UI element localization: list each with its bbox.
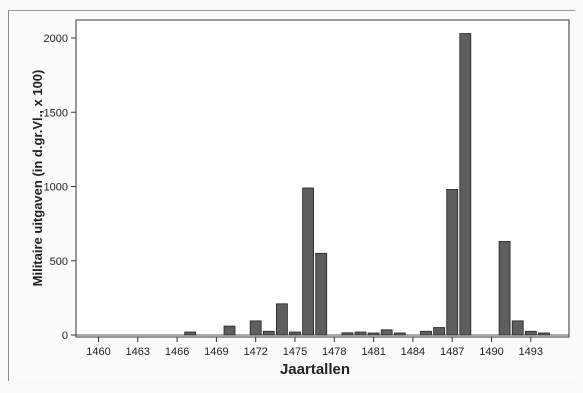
x-tick-label: 1478 <box>322 346 346 358</box>
bar-1480 <box>354 331 367 336</box>
x-tick-label: 1469 <box>204 346 228 358</box>
y-tick-label: 500 <box>50 256 68 268</box>
bar-1479 <box>341 332 354 336</box>
bar-1476 <box>302 187 315 336</box>
y-tick-label: 0 <box>62 330 68 342</box>
bar-1485 <box>420 330 432 336</box>
bar-1477 <box>315 252 328 336</box>
y-axis-title: Militaire uitgaven (in d.gr.Vl., x 100) <box>30 70 45 287</box>
y-axis: 0 500 1000 1500 2000 <box>44 33 76 342</box>
bar-1481 <box>367 332 380 336</box>
x-tick-label: 1463 <box>126 346 150 358</box>
bar-1493 <box>524 330 537 336</box>
y-tick-label: 2000 <box>44 33 68 45</box>
bar-1488 <box>459 33 472 336</box>
bar-1467 <box>184 331 197 336</box>
x-tick-label: 1484 <box>401 346 425 358</box>
bar-1482 <box>380 329 393 336</box>
bars-group <box>184 33 550 336</box>
bar-1491 <box>498 241 511 336</box>
x-tick-label: 1490 <box>479 346 503 358</box>
x-tick-label: 1475 <box>283 346 307 358</box>
x-tick-label: 1460 <box>86 346 110 358</box>
x-tick-label: 1487 <box>440 346 464 358</box>
bar-1474 <box>275 303 288 336</box>
bar-1487 <box>446 189 459 336</box>
bar-1472 <box>249 320 262 336</box>
x-axis: 1460 1463 1466 1469 1472 1475 1478 1481 1484 1487… <box>76 334 569 358</box>
x-tick-label: 1472 <box>243 346 267 358</box>
bar-1492 <box>511 320 524 336</box>
y-tick-label: 1500 <box>44 107 68 119</box>
bar-1494 <box>538 332 550 336</box>
x-axis-title: Jaartallen <box>280 361 350 378</box>
bar-1470 <box>223 325 236 336</box>
bar-1483 <box>393 332 406 336</box>
x-tick-label: 1466 <box>165 346 189 358</box>
y-tick-label: 1000 <box>44 182 68 194</box>
x-tick-label: 1481 <box>361 346 385 358</box>
x-tick-label: 1493 <box>519 346 543 358</box>
bar-1486 <box>433 327 446 336</box>
bar-1473 <box>262 330 275 336</box>
bar-1475 <box>289 331 301 336</box>
